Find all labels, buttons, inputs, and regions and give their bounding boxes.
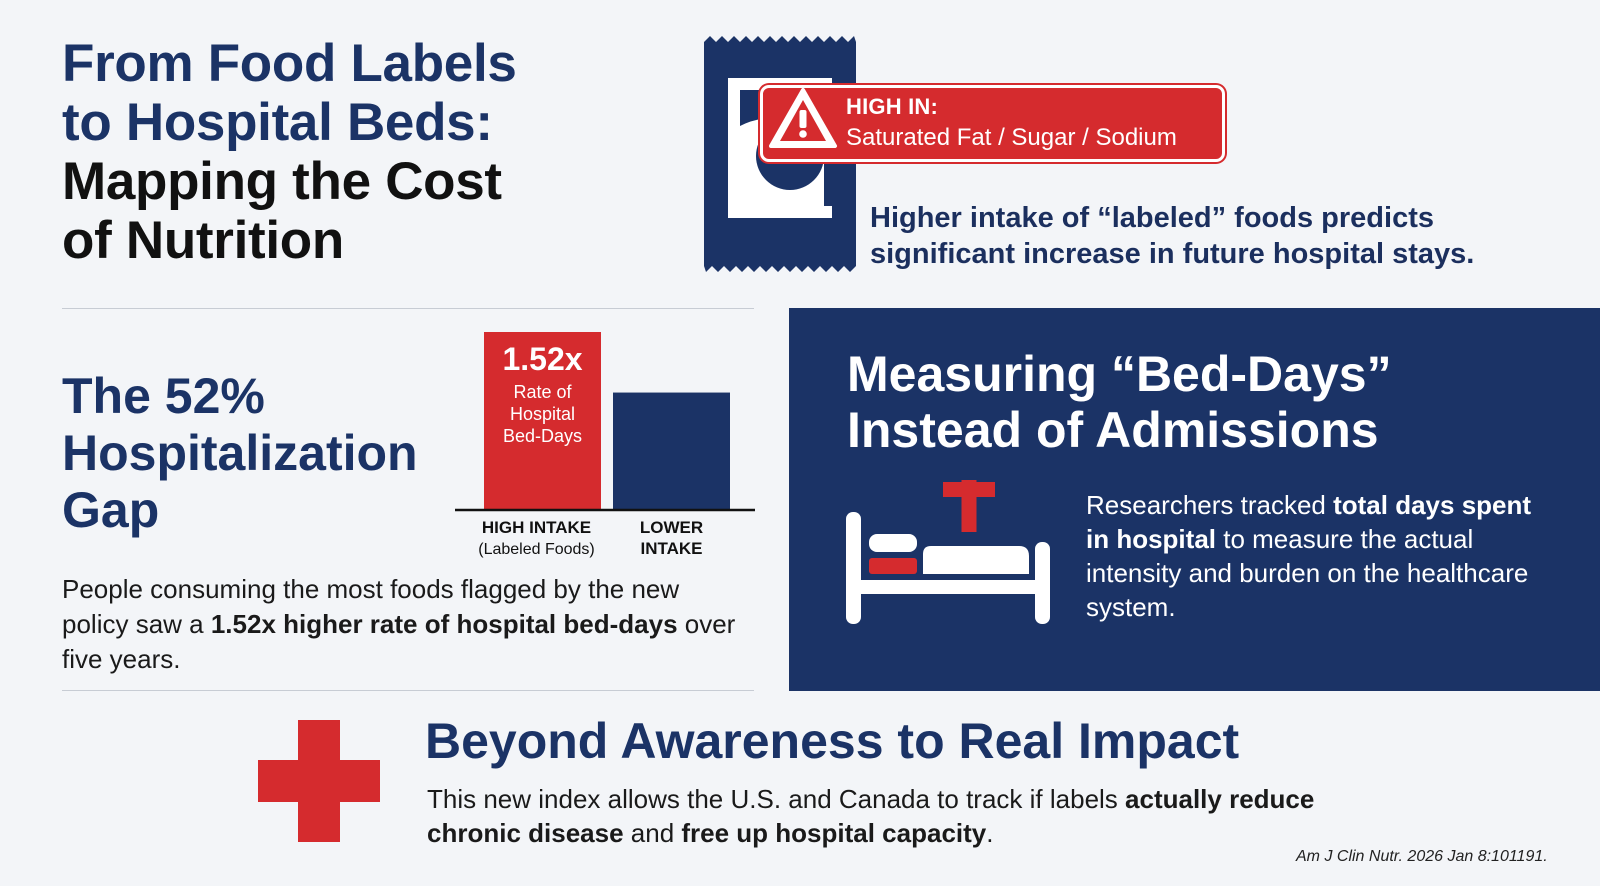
category-label: LOWER [640, 518, 703, 537]
hospital-bed-icon [846, 480, 1050, 624]
bed-days-title-line-1: Measuring “Bed-Days” [847, 346, 1392, 402]
impact-text-bold-2: free up hospital capacity [681, 818, 987, 848]
bar-1 [484, 332, 601, 509]
bar-description-label: Hospital [510, 404, 575, 424]
gap-text-part-1: People consuming the most foods flagged … [62, 574, 680, 639]
warning-badge [760, 85, 1225, 162]
divider [62, 308, 754, 309]
bar-2 [613, 392, 730, 509]
bar-value-label: 1.52x [502, 341, 582, 377]
warning-heading: HIGH IN: [846, 94, 939, 119]
citation: Am J Clin Nutr. 2026 Jan 8:101191. [1296, 848, 1548, 865]
bed-days-text-part-1: Researchers tracked [1086, 490, 1334, 520]
label-finding-line-2: significant increase in future hospital … [870, 238, 1475, 270]
bed-days-description: Researchers tracked total days spent in … [1086, 488, 1556, 624]
impact-text-part-2: and [623, 818, 682, 848]
warning-nutrients: Saturated Fat / Sugar / Sodium [846, 124, 1177, 151]
bed-days-title: Measuring “Bed-Days” Instead of Admissio… [847, 346, 1567, 458]
impact-title: Beyond Awareness to Real Impact [425, 713, 1240, 769]
label-finding-line-1: Higher intake of “labeled” foods predict… [870, 202, 1434, 234]
bed-days-bar-chart: HIGH INTAKE (Labeled Foods) LOWER INTAKE 1.5… [455, 332, 755, 558]
impact-text-bold-1: actually reduce chronic disease [427, 784, 1315, 848]
title-line-1: From Food Labels [62, 34, 517, 93]
category-label: (Labeled Foods) [478, 541, 595, 558]
divider [62, 690, 754, 691]
gap-text-part-2: over five years. [62, 609, 736, 674]
bed-days-title-line-2: Instead of Admissions [847, 402, 1379, 458]
category-label: HIGH INTAKE [482, 518, 591, 537]
gap-title-line-3: Gap [62, 482, 160, 538]
bed-days-text-bold: total days spent in hospital [1086, 490, 1532, 554]
gap-description: People consuming the most foods flagged … [62, 572, 752, 677]
category-label: INTAKE [640, 539, 702, 558]
medical-cross-icon [258, 720, 380, 842]
gap-text-bold: 1.52x higher rate of hospital bed-days [210, 609, 678, 639]
bar-description-label: Bed-Days [503, 426, 582, 446]
title-line-2: to Hospital Beds: [62, 93, 493, 152]
warning-icon [769, 88, 837, 148]
impact-text-part-3: . [986, 818, 994, 848]
title-line-3: Mapping the Cost [62, 152, 502, 211]
impact-text-part-1: This new index allows the U.S. and Canad… [427, 784, 1126, 814]
label-finding-text: Higher intake of “labeled” foods predict… [870, 200, 1550, 272]
bed-days-text-part-2: to measure the actual intensity and burd… [1086, 524, 1529, 622]
gap-title-line-1: The 52% [62, 368, 265, 424]
bed-days-panel [789, 308, 1600, 691]
gap-section-title: The 52% Hospitalization Gap [62, 368, 482, 539]
bar-description-label: Rate of [513, 382, 572, 402]
impact-description: This new index allows the U.S. and Canad… [427, 782, 1347, 850]
gap-title-line-2: Hospitalization [62, 425, 418, 481]
title-line-4: of Nutrition [62, 211, 344, 270]
page-title: From Food Labels to Hospital Beds: Mappi… [62, 34, 622, 270]
